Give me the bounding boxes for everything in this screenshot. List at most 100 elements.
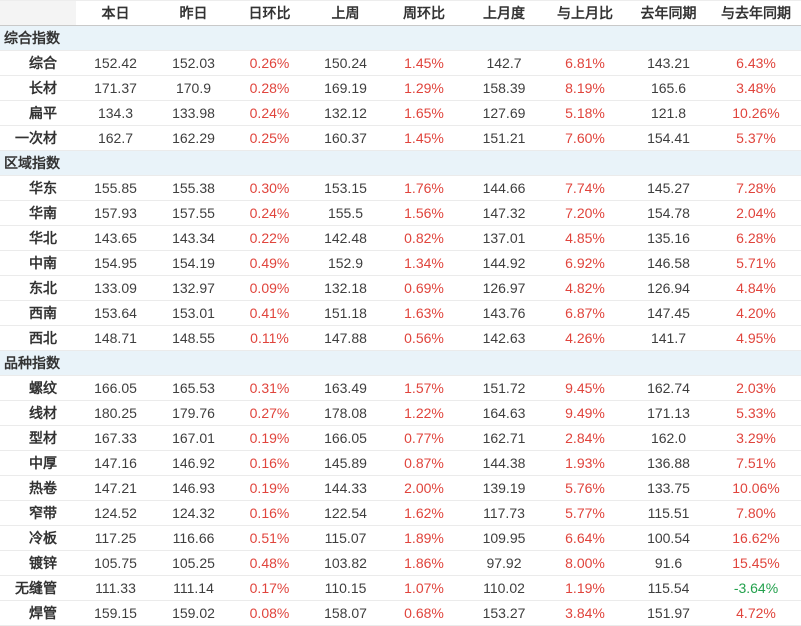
cell-value: 7.60%: [544, 125, 626, 151]
cell-value: 126.97: [464, 275, 544, 301]
table-row: 华南 157.93 157.55 0.24% 155.5 1.56% 147.32 7.20%…: [0, 200, 801, 226]
section-label: 综合指数: [0, 25, 801, 51]
cell-value: 166.05: [307, 425, 384, 451]
cell-value: 15.45%: [711, 550, 801, 576]
cell-value: 0.16%: [232, 450, 307, 476]
cell-value: 117.25: [76, 525, 155, 551]
header-col-week-over-week: 周环比: [384, 0, 464, 26]
cell-value: -3.64%: [711, 575, 801, 601]
table-row: 无缝管 111.33 111.14 0.17% 110.15 1.07% 110.02 1.1…: [0, 575, 801, 601]
cell-value: 1.07%: [384, 575, 464, 601]
cell-value: 3.48%: [711, 75, 801, 101]
section-header-row: 区域指数: [0, 150, 801, 176]
cell-value: 180.25: [76, 400, 155, 426]
cell-value: 124.52: [76, 500, 155, 526]
cell-value: 143.34: [155, 225, 232, 251]
row-label: 华东: [0, 175, 76, 201]
cell-value: 0.24%: [232, 100, 307, 126]
row-label: 窄带: [0, 500, 76, 526]
cell-value: 1.89%: [384, 525, 464, 551]
cell-value: 159.02: [155, 600, 232, 626]
cell-value: 151.97: [626, 600, 711, 626]
header-col-today: 本日: [76, 0, 155, 26]
cell-value: 144.92: [464, 250, 544, 276]
cell-value: 171.13: [626, 400, 711, 426]
header-col-last-week: 上周: [307, 0, 384, 26]
cell-value: 100.54: [626, 525, 711, 551]
cell-value: 4.95%: [711, 325, 801, 351]
table-row: 镀锌 105.75 105.25 0.48% 103.82 1.86% 97.92 8.00%…: [0, 550, 801, 576]
cell-value: 165.53: [155, 375, 232, 401]
cell-value: 162.74: [626, 375, 711, 401]
row-label: 冷板: [0, 525, 76, 551]
cell-value: 155.38: [155, 175, 232, 201]
cell-value: 153.15: [307, 175, 384, 201]
cell-value: 154.95: [76, 250, 155, 276]
table-row: 长材 171.37 170.9 0.28% 169.19 1.29% 158.39 8.19%…: [0, 75, 801, 101]
row-label: 西南: [0, 300, 76, 326]
cell-value: 1.86%: [384, 550, 464, 576]
cell-value: 152.42: [76, 50, 155, 76]
row-label: 西北: [0, 325, 76, 351]
cell-value: 105.25: [155, 550, 232, 576]
cell-value: 7.28%: [711, 175, 801, 201]
cell-value: 147.32: [464, 200, 544, 226]
cell-value: 157.55: [155, 200, 232, 226]
cell-value: 143.65: [76, 225, 155, 251]
cell-value: 154.19: [155, 250, 232, 276]
cell-value: 5.37%: [711, 125, 801, 151]
cell-value: 135.16: [626, 225, 711, 251]
cell-value: 4.72%: [711, 600, 801, 626]
cell-value: 147.16: [76, 450, 155, 476]
cell-value: 162.7: [76, 125, 155, 151]
row-label: 螺纹: [0, 375, 76, 401]
cell-value: 148.55: [155, 325, 232, 351]
table-row: 华东 155.85 155.38 0.30% 153.15 1.76% 144.66 7.74…: [0, 175, 801, 201]
cell-value: 165.6: [626, 75, 711, 101]
section-header-row: 品种指数: [0, 350, 801, 376]
cell-value: 1.57%: [384, 375, 464, 401]
cell-value: 144.33: [307, 475, 384, 501]
cell-value: 1.45%: [384, 125, 464, 151]
cell-value: 0.16%: [232, 500, 307, 526]
cell-value: 150.24: [307, 50, 384, 76]
cell-value: 166.05: [76, 375, 155, 401]
cell-value: 0.56%: [384, 325, 464, 351]
cell-value: 0.48%: [232, 550, 307, 576]
cell-value: 111.14: [155, 575, 232, 601]
row-label: 镀锌: [0, 550, 76, 576]
cell-value: 153.01: [155, 300, 232, 326]
cell-value: 145.27: [626, 175, 711, 201]
cell-value: 105.75: [76, 550, 155, 576]
cell-value: 164.63: [464, 400, 544, 426]
cell-value: 167.33: [76, 425, 155, 451]
cell-value: 3.84%: [544, 600, 626, 626]
row-label: 型材: [0, 425, 76, 451]
row-label: 一次材: [0, 125, 76, 151]
cell-value: 0.11%: [232, 325, 307, 351]
cell-value: 6.81%: [544, 50, 626, 76]
cell-value: 4.20%: [711, 300, 801, 326]
cell-value: 124.32: [155, 500, 232, 526]
row-label: 华南: [0, 200, 76, 226]
table-row: 扁平 134.3 133.98 0.24% 132.12 1.65% 127.69 5.18%…: [0, 100, 801, 126]
cell-value: 109.95: [464, 525, 544, 551]
header-corner-cell: [0, 0, 76, 26]
cell-value: 169.19: [307, 75, 384, 101]
cell-value: 159.15: [76, 600, 155, 626]
cell-value: 4.84%: [711, 275, 801, 301]
cell-value: 122.54: [307, 500, 384, 526]
cell-value: 152.9: [307, 250, 384, 276]
cell-value: 0.26%: [232, 50, 307, 76]
cell-value: 1.65%: [384, 100, 464, 126]
table-row: 窄带 124.52 124.32 0.16% 122.54 1.62% 117.73 5.77…: [0, 500, 801, 526]
cell-value: 133.75: [626, 475, 711, 501]
cell-value: 162.0: [626, 425, 711, 451]
cell-value: 1.34%: [384, 250, 464, 276]
cell-value: 4.85%: [544, 225, 626, 251]
cell-value: 162.29: [155, 125, 232, 151]
cell-value: 0.68%: [384, 600, 464, 626]
section-label: 区域指数: [0, 150, 801, 176]
cell-value: 178.08: [307, 400, 384, 426]
cell-value: 116.66: [155, 525, 232, 551]
